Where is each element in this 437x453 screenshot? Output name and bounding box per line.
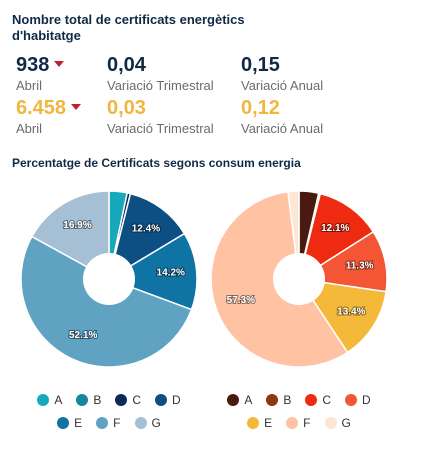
- pie-slice-G[interactable]: [30, 190, 110, 281]
- legend-item-B[interactable]: B: [76, 393, 101, 407]
- kpi-annual-value: 0,15: [241, 54, 280, 76]
- slice-label-E: 14.2%: [157, 268, 185, 279]
- legend-swatch: [134, 417, 147, 429]
- legend-item-D[interactable]: D: [345, 393, 371, 407]
- legend-swatch: [96, 417, 109, 429]
- slice-label-D: 12.4%: [132, 224, 160, 235]
- legend-left: A B C D E F G: [29, 393, 189, 439]
- down-arrow-icon: [71, 104, 82, 110]
- donut-chart-left: 12.4% 14.2% 52.1% 16.9%: [20, 190, 198, 368]
- kpi-annual-value: 0,12: [241, 97, 280, 119]
- legend-swatch: [324, 417, 337, 429]
- legend-swatch: [345, 394, 358, 406]
- legend-item-C[interactable]: C: [115, 393, 141, 407]
- kpi-quarterly-row2: 0,03 Variació Trimestral: [107, 97, 214, 137]
- kpi-total-value: 938: [16, 54, 50, 76]
- slice-label-F: 57.3%: [227, 295, 255, 306]
- legend-item-G[interactable]: G: [324, 416, 351, 430]
- legend-label: C: [132, 393, 142, 407]
- kpi-quarterly-value: 0,03: [107, 97, 146, 119]
- page-title: Nombre total de certificats energètics d…: [12, 12, 245, 43]
- down-arrow-icon: [54, 61, 65, 67]
- legend-label: G: [151, 416, 161, 430]
- legend-item-A[interactable]: A: [227, 393, 252, 407]
- legend-item-F[interactable]: F: [286, 416, 311, 430]
- donut-hole: [83, 253, 135, 305]
- kpi-annual-label: Variació Anual: [241, 78, 324, 93]
- slice-label-G: 16.9%: [63, 220, 91, 231]
- kpi-total-value: 6.458: [16, 97, 67, 119]
- pie-slice-D[interactable]: [107, 192, 186, 281]
- legend-label: A: [244, 393, 253, 407]
- legend-row: A B C D: [29, 393, 189, 407]
- slice-label-C: 12.1%: [321, 223, 349, 234]
- legend-label: B: [93, 393, 102, 407]
- donut-hole: [273, 253, 325, 305]
- legend-label: B: [283, 393, 292, 407]
- legend-item-E[interactable]: E: [57, 416, 82, 430]
- chart-section-title: Percentatge de Certificats segons consum…: [12, 156, 301, 170]
- legend-swatch: [286, 417, 299, 429]
- legend-item-B[interactable]: B: [266, 393, 291, 407]
- legend-label: F: [303, 416, 311, 430]
- legend-right: A B C D E F G: [219, 393, 379, 439]
- legend-swatch: [247, 417, 260, 429]
- legend-swatch: [266, 394, 279, 406]
- legend-item-C[interactable]: C: [305, 393, 331, 407]
- donut-chart-right: 12.1% 11.3% 13.4% 57.3%: [210, 190, 388, 368]
- kpi-quarterly-label: Variació Trimestral: [107, 78, 214, 93]
- kpi-quarterly-value: 0,04: [107, 54, 146, 76]
- pie-slice-C[interactable]: [297, 192, 375, 281]
- legend-item-D[interactable]: D: [155, 393, 181, 407]
- legend-label: D: [172, 393, 181, 407]
- kpi-quarterly-row1: 0,04 Variació Trimestral: [107, 54, 214, 94]
- legend-swatch: [227, 394, 240, 406]
- legend-item-E[interactable]: E: [247, 416, 272, 430]
- legend-swatch: [57, 417, 70, 429]
- legend-item-F[interactable]: F: [96, 416, 121, 430]
- kpi-total-row2: 6.458 Abril: [16, 97, 82, 137]
- kpi-total-label: Abril: [16, 78, 43, 93]
- legend-label: A: [54, 393, 63, 407]
- slice-label-D: 11.3%: [346, 261, 374, 272]
- legend-row: A B C D: [219, 393, 379, 407]
- legend-swatch: [115, 394, 128, 406]
- kpi-quarterly-label: Variació Trimestral: [107, 121, 214, 136]
- legend-label: F: [113, 416, 121, 430]
- kpi-total-row1: 938 Abril: [16, 54, 65, 94]
- legend-item-A[interactable]: A: [37, 393, 62, 407]
- legend-swatch: [155, 394, 168, 406]
- legend-swatch: [305, 394, 318, 406]
- legend-row: E F G: [219, 416, 379, 430]
- legend-label: E: [74, 416, 83, 430]
- legend-label: D: [362, 393, 371, 407]
- kpi-annual-label: Variació Anual: [241, 121, 324, 136]
- legend-swatch: [76, 394, 89, 406]
- legend-label: G: [341, 416, 351, 430]
- slice-label-F: 52.1%: [69, 330, 97, 341]
- kpi-total-label: Abril: [16, 121, 43, 136]
- slice-label-E: 13.4%: [337, 307, 365, 318]
- legend-label: E: [264, 416, 273, 430]
- pie-slice-E[interactable]: [297, 278, 387, 354]
- legend-item-G[interactable]: G: [134, 416, 161, 430]
- legend-swatch: [37, 394, 50, 406]
- pie-slice-E[interactable]: [107, 232, 198, 311]
- kpi-annual-row2: 0,12 Variació Anual: [241, 97, 323, 137]
- legend-label: C: [322, 393, 332, 407]
- kpi-annual-row1: 0,15 Variació Anual: [241, 54, 323, 94]
- legend-row: E F G: [29, 416, 189, 430]
